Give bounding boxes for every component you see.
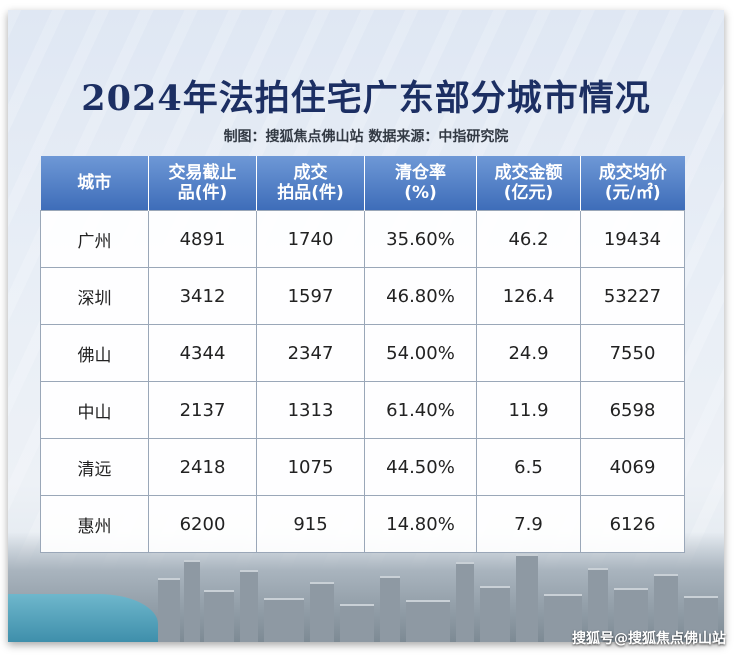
building [158,578,180,642]
city-cell: 广州 [40,210,149,268]
city-cell: 深圳 [40,267,149,325]
table-row: 中山 2137 1313 61.40% 11.9 6598 [40,381,685,439]
table-row: 清远 2418 1075 44.50% 6.5 4069 [40,438,685,496]
building [310,582,334,642]
table-cell: 1313 [256,381,365,439]
table-row: 广州 4891 1740 35.60% 46.2 19434 [40,210,685,268]
table-cell: 126.4 [476,267,581,325]
table-cell: 53227 [580,267,685,325]
table-cell: 19434 [580,210,685,268]
table-row: 深圳 3412 1597 46.80% 126.4 53227 [40,267,685,325]
building [614,588,648,642]
table-cell: 915 [256,495,365,553]
city-cell: 中山 [40,381,149,439]
building [340,604,374,642]
building [480,586,510,642]
building [684,596,718,642]
column-header: 清仓率 (%) [364,156,477,211]
table-cell: 7.9 [476,495,581,553]
table-cell: 14.80% [364,495,477,553]
building [184,560,200,642]
table-row: 佛山 4344 2347 54.00% 24.9 7550 [40,324,685,382]
table-cell: 54.00% [364,324,477,382]
building [456,562,474,642]
column-header: 成交 拍品(件) [256,156,365,211]
table-cell: 4891 [148,210,257,268]
table-cell: 1597 [256,267,365,325]
watermark-text: 搜狐号@搜狐焦点佛山站 [572,631,726,647]
table-header-row: 城市 交易截止 品(件) 成交 拍品(件) 清仓率 (%) 成交金额 (亿元) 成交均价… [40,156,685,211]
building [588,568,608,642]
building [380,576,400,642]
building [204,590,234,642]
city-cell: 佛山 [40,324,149,382]
column-header: 成交均价 (元/㎡) [580,156,685,211]
table-cell: 1740 [256,210,365,268]
table-cell: 6200 [148,495,257,553]
data-table: 城市 交易截止 品(件) 成交 拍品(件) 清仓率 (%) 成交金额 (亿元) 成交均价… [40,156,685,553]
table-cell: 6598 [580,381,685,439]
table-cell: 1075 [256,438,365,496]
table-cell: 2347 [256,324,365,382]
page-subtitle: 制图：搜狐焦点佛山站 数据来源：中指研究院 [223,129,509,145]
river [8,594,158,642]
table-row: 惠州 6200 915 14.80% 7.9 6126 [40,495,685,553]
column-header: 城市 [40,156,149,211]
building [654,574,678,642]
table-cell: 7550 [580,324,685,382]
column-header: 交易截止 品(件) [148,156,257,211]
table-cell: 4069 [580,438,685,496]
building [544,594,582,642]
table-cell: 24.9 [476,324,581,382]
building [264,598,304,642]
table-cell: 46.80% [364,267,477,325]
table-cell: 6.5 [476,438,581,496]
building [240,570,258,642]
table-cell: 3412 [148,267,257,325]
table-cell: 2418 [148,438,257,496]
table-cell: 11.9 [476,381,581,439]
table-cell: 4344 [148,324,257,382]
table-cell: 35.60% [364,210,477,268]
column-header: 成交金额 (亿元) [476,156,581,211]
building [406,600,450,642]
city-cell: 清远 [40,438,149,496]
table-cell: 44.50% [364,438,477,496]
building [516,554,538,642]
page-title: 2024年法拍住宅广东部分城市情况 [81,78,651,119]
table-cell: 46.2 [476,210,581,268]
city-cell: 惠州 [40,495,149,553]
table-cell: 61.40% [364,381,477,439]
table-cell: 6126 [580,495,685,553]
table-cell: 2137 [148,381,257,439]
